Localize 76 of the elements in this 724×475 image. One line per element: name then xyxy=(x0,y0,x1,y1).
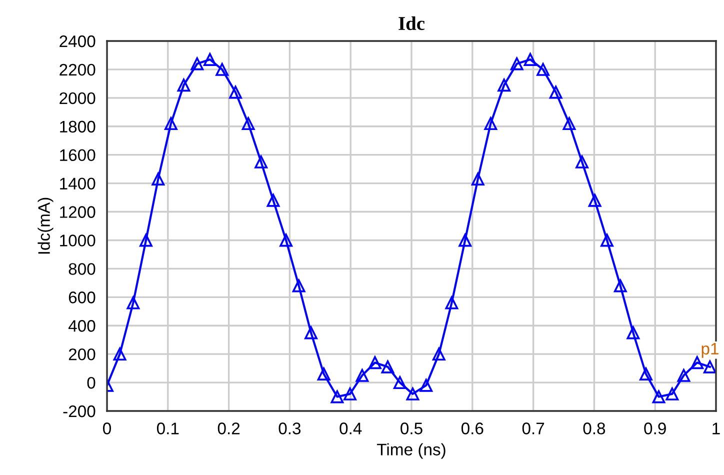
point xyxy=(484,117,498,130)
point xyxy=(600,234,614,247)
point xyxy=(588,194,602,207)
x-tick-label: 0.3 xyxy=(278,422,301,434)
x-tick-label: 0.4 xyxy=(340,422,362,434)
point xyxy=(152,172,165,186)
y-tick-label: 2200 xyxy=(60,64,96,76)
y-tick-label: 600 xyxy=(68,292,96,304)
point xyxy=(229,86,242,99)
point xyxy=(292,279,306,292)
y-tick-label: -200 xyxy=(63,405,96,418)
point xyxy=(140,234,152,247)
point xyxy=(626,326,640,340)
point xyxy=(393,376,406,389)
point xyxy=(356,368,369,382)
y-axis-title: Idc(mA) xyxy=(38,198,54,254)
y-tick-label: 800 xyxy=(68,263,96,275)
point xyxy=(113,348,126,361)
point xyxy=(330,390,344,404)
point xyxy=(498,78,511,92)
point xyxy=(420,378,433,392)
point xyxy=(280,234,293,247)
x-tick-label: 1 xyxy=(712,422,720,434)
y-tick-label: 1400 xyxy=(60,178,96,190)
x-tick-label: 0.5 xyxy=(400,422,422,434)
point xyxy=(510,57,524,70)
y-tick-label: 1000 xyxy=(60,234,96,246)
point xyxy=(536,63,550,76)
point xyxy=(703,360,716,374)
point xyxy=(471,172,484,186)
point xyxy=(344,387,356,400)
point xyxy=(666,387,679,400)
point xyxy=(177,78,190,92)
y-tick-label: 200 xyxy=(68,348,96,360)
chart-title: Idc xyxy=(398,16,425,30)
point xyxy=(458,234,472,247)
point xyxy=(614,279,627,292)
x-tick-label: 0.8 xyxy=(583,422,606,434)
point xyxy=(368,356,382,370)
x-axis-title: Time (ns) xyxy=(377,443,446,459)
point xyxy=(317,368,330,380)
point xyxy=(164,117,178,130)
point xyxy=(690,356,704,370)
point xyxy=(432,348,446,361)
point xyxy=(640,368,652,380)
point xyxy=(677,368,690,382)
point xyxy=(652,390,666,404)
x-tick-label: 0 xyxy=(103,422,111,434)
x-tick-label: 0.9 xyxy=(644,422,666,434)
y-tick-label: 1800 xyxy=(60,120,96,133)
point xyxy=(445,296,458,310)
x-tick-label: 0.7 xyxy=(522,422,544,434)
point xyxy=(216,63,229,76)
point xyxy=(304,326,318,340)
y-tick-label: 400 xyxy=(68,320,96,332)
point xyxy=(524,53,537,66)
point xyxy=(266,194,280,207)
point xyxy=(576,156,588,168)
x-tick-label: 0.1 xyxy=(156,422,179,434)
x-tick-label: 0.2 xyxy=(218,422,240,434)
y-tick-label: 2000 xyxy=(60,92,96,104)
y-tick-label: 2400 xyxy=(60,35,96,48)
point xyxy=(381,360,394,374)
point xyxy=(406,387,420,400)
point xyxy=(126,296,140,310)
point xyxy=(254,156,268,168)
y-tick-label: 1600 xyxy=(60,149,96,162)
y-tick-label: 0 xyxy=(87,376,96,389)
point xyxy=(549,86,562,99)
point xyxy=(562,117,576,130)
point xyxy=(190,57,204,70)
point xyxy=(242,117,255,130)
x-tick-label: 0.6 xyxy=(461,422,484,434)
y-tick-label: 1200 xyxy=(60,206,96,218)
point xyxy=(203,53,216,66)
annotation: p1 xyxy=(702,342,718,358)
